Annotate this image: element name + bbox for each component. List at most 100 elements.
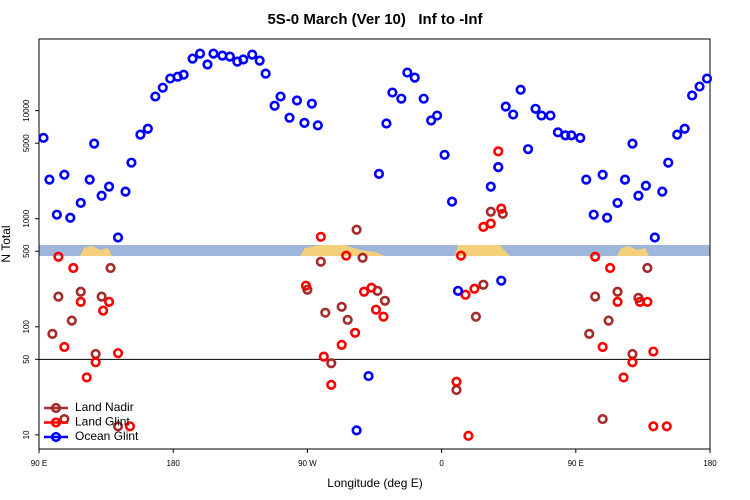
point (633, 190, 644, 201)
point (202, 59, 213, 70)
point (238, 54, 249, 65)
point (463, 430, 474, 441)
point (687, 90, 698, 101)
x-tick-label: 90 E (568, 459, 584, 468)
point (478, 279, 489, 290)
point (381, 118, 392, 129)
point (90, 348, 101, 360)
x-tick-label: 180 (167, 459, 181, 468)
legend-label: Land Nadir (75, 400, 134, 414)
point (351, 224, 362, 235)
point (530, 103, 541, 114)
point (612, 286, 623, 297)
point (65, 212, 76, 223)
point (142, 123, 153, 134)
point (103, 296, 115, 307)
point (75, 296, 86, 307)
point (566, 130, 577, 141)
point (588, 209, 599, 220)
point (75, 197, 86, 209)
point (627, 138, 638, 149)
point (350, 327, 361, 338)
point (336, 301, 347, 312)
point (53, 291, 64, 302)
point (663, 157, 674, 168)
point (418, 93, 429, 104)
point (254, 55, 265, 66)
point (679, 123, 690, 134)
y-tick-label: 10000 (22, 99, 31, 122)
point (124, 421, 136, 432)
point (126, 157, 137, 168)
point (694, 81, 705, 92)
point (515, 84, 526, 95)
point (508, 109, 519, 120)
x-tick-label: 90 E (31, 459, 47, 468)
point (194, 48, 206, 59)
point (451, 376, 462, 387)
point (649, 232, 660, 243)
point (619, 174, 631, 185)
point (120, 186, 131, 197)
legend-marker (50, 417, 62, 428)
x-axis-label: Longitude (deg E) (327, 476, 422, 490)
y-tick-label: 100 (22, 320, 31, 334)
point (75, 286, 86, 297)
chart-title: 5S-0 March (Ver 10) Inf to -Inf (267, 11, 483, 28)
point (536, 110, 547, 121)
point (496, 275, 507, 286)
y-tick-label: 1000 (22, 209, 31, 227)
point (396, 93, 407, 104)
point (379, 295, 391, 306)
point (326, 379, 337, 390)
point (672, 129, 683, 140)
legend-label: Ocean Glint (75, 429, 139, 443)
point (602, 212, 613, 223)
point (81, 372, 92, 383)
point (59, 341, 70, 353)
point (493, 162, 504, 173)
point (493, 146, 504, 157)
point (53, 251, 64, 262)
point (642, 296, 653, 307)
point (373, 168, 385, 179)
point (485, 181, 496, 192)
land (455, 245, 510, 256)
point (284, 112, 295, 123)
point (640, 180, 651, 191)
legend-label: Land Glint (75, 415, 130, 429)
point (584, 328, 595, 339)
point (590, 291, 601, 302)
point (275, 91, 286, 102)
point (370, 304, 382, 315)
point (351, 425, 362, 436)
point (648, 346, 659, 357)
point (157, 82, 168, 93)
point (247, 49, 258, 60)
point (627, 357, 638, 368)
land (80, 246, 112, 256)
point (627, 348, 638, 360)
point (402, 67, 413, 78)
point (135, 129, 146, 140)
point (469, 283, 480, 294)
point (44, 174, 55, 185)
point (604, 262, 616, 274)
point (366, 282, 377, 293)
point (260, 68, 271, 79)
point (496, 203, 507, 214)
point (387, 87, 398, 98)
surface-band (39, 245, 710, 256)
point (178, 69, 189, 80)
point (455, 250, 467, 261)
point (522, 144, 534, 155)
point (291, 95, 303, 106)
y-tick-label: 5000 (22, 134, 31, 152)
point (342, 314, 353, 325)
legend-marker (50, 402, 62, 414)
point (315, 231, 326, 242)
point (657, 186, 668, 197)
point (208, 48, 219, 59)
point (306, 98, 317, 109)
